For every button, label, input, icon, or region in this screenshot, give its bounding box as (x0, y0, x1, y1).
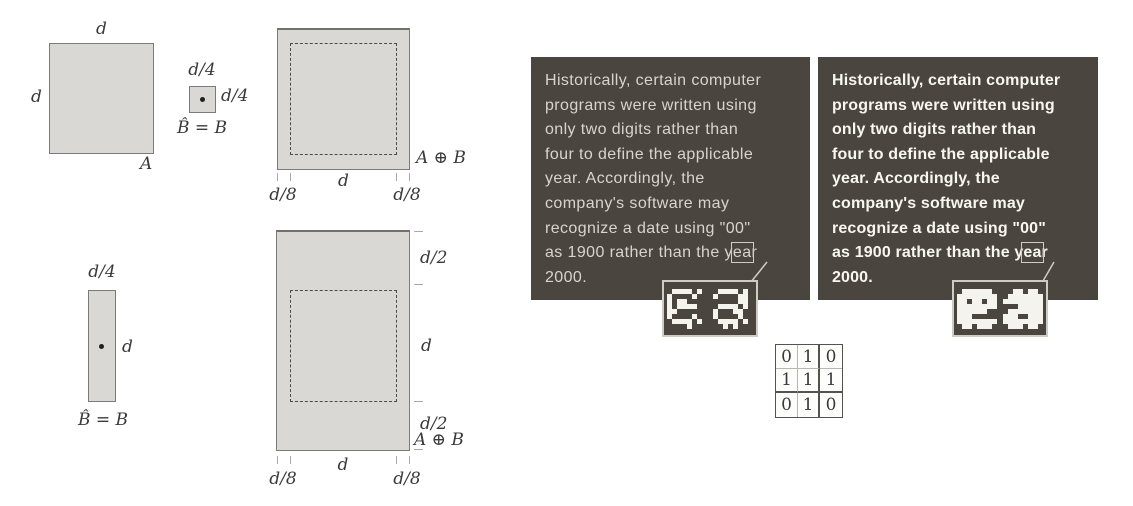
panel-text-line: as 1900 rather than the year (545, 241, 800, 266)
tick-mark (409, 456, 410, 464)
original-A-outline-dashed (290, 43, 397, 155)
panel-text-line: programs were written using (832, 96, 1055, 114)
label-d-top-of-A: d (96, 19, 107, 39)
panel-text-segment: r (751, 244, 758, 262)
matrix-cell: 0 (776, 393, 798, 417)
matrix-cell: 0 (776, 345, 798, 369)
tick-mark (414, 231, 423, 232)
tick-mark (396, 456, 397, 464)
dilated-a-glyph (1003, 288, 1043, 329)
label-d8-right: d/8 (393, 469, 421, 489)
set-A-square (49, 43, 154, 154)
panel-text-segment: as 1900 rather than the y (545, 244, 733, 262)
tick-mark (414, 284, 423, 285)
label-d2-bottom: d/2 (420, 414, 448, 434)
panel-text-line: four to define the applicable (832, 145, 1050, 163)
matrix-cell: 1 (798, 393, 820, 417)
label-d-bottom: d (337, 455, 349, 475)
label-d4-top: d/4 (88, 262, 116, 282)
matrix-cell: 0 (820, 345, 842, 369)
panel-text-line: year. Accordingly, the (545, 170, 705, 188)
panel-text-line: as 1900 rather than the year (832, 241, 1088, 266)
label-d2-top: d/2 (420, 248, 448, 268)
matrix-cell: 1 (798, 345, 820, 369)
zoom-inset-dilated-ea (952, 280, 1048, 337)
origin-dot (99, 344, 104, 349)
connector-line (750, 261, 768, 283)
matrix-cell: 0 (825, 395, 837, 415)
tick-mark (396, 173, 397, 181)
origin-dot (200, 97, 205, 102)
label-d-left-of-A: d (31, 87, 42, 107)
ea-highlight-box: ea (730, 242, 754, 264)
panel-text-line: four to define the applicable (545, 145, 754, 163)
panel-text-segment: r (1041, 244, 1048, 262)
panel-text-line: recognize a date using "00" (545, 219, 751, 237)
tick-mark (277, 173, 278, 181)
zoom-inset-broken-ea (662, 280, 758, 337)
panel-text-line: company's software may (545, 194, 730, 212)
panel-text-segment: as 1900 rather than the y (832, 244, 1024, 262)
tick-mark (277, 456, 278, 464)
panel-text-line: 2000. (832, 268, 873, 286)
panel-text-line: Historically, certain computer (545, 72, 762, 89)
original-A-outline-dashed (290, 290, 397, 402)
dilated-text-panel: Historically, certain computer programs … (818, 57, 1098, 300)
label-A-dilate-B: A ⊕ B (414, 430, 464, 450)
broken-a-glyph (713, 288, 749, 329)
panel-text-line: 2000. (545, 268, 588, 286)
connector-line (1042, 261, 1055, 282)
label-A-dilate-B: A ⊕ B (416, 148, 466, 168)
ea-highlight-box: ea (1021, 242, 1044, 264)
label-d8-left: d/8 (269, 185, 297, 205)
panel-text-line: recognize a date using "00" (832, 219, 1046, 237)
tick-mark (414, 449, 423, 450)
tick-mark (409, 173, 410, 181)
label-d4-right: d/4 (221, 86, 249, 106)
panel-text-line: only two digits rather than (545, 121, 739, 139)
label-d8-right: d/8 (393, 185, 421, 205)
panel-text-line: Historically, certain computer (832, 72, 1061, 89)
panel-text-line: year. Accordingly, the (832, 170, 1000, 188)
label-d-middle: d (421, 336, 432, 356)
label-d8-left: d/8 (269, 469, 297, 489)
panel-text-line: company's software may (832, 194, 1025, 212)
tick-mark (414, 401, 423, 402)
structuring-element-B-square (189, 86, 216, 113)
original-text-panel: Historically, certain computer programs … (531, 57, 810, 300)
label-B-equals: B̂ = B (77, 410, 129, 430)
panel-text-line: programs were written using (545, 96, 757, 114)
broken-e-glyph (667, 288, 703, 329)
structuring-element-matrix: 0 1 0 1 1 1 0 1 0 (775, 344, 843, 418)
label-d-right: d (122, 337, 133, 357)
dilation-result-square (277, 28, 410, 170)
matrix-cell: 1 (820, 369, 842, 393)
tick-mark (290, 456, 291, 464)
dilated-e-glyph (957, 288, 997, 329)
label-A: A (140, 154, 153, 174)
label-B-equals: B̂ = B (176, 118, 228, 138)
label-d4-top: d/4 (188, 60, 216, 80)
matrix-cell: 1 (798, 369, 820, 393)
panel-text-line: only two digits rather than (832, 121, 1037, 139)
dilation-result-rectangle (276, 230, 410, 451)
matrix-cell: 1 (776, 369, 798, 393)
label-d-bottom: d (338, 171, 349, 191)
tick-mark (290, 173, 291, 181)
